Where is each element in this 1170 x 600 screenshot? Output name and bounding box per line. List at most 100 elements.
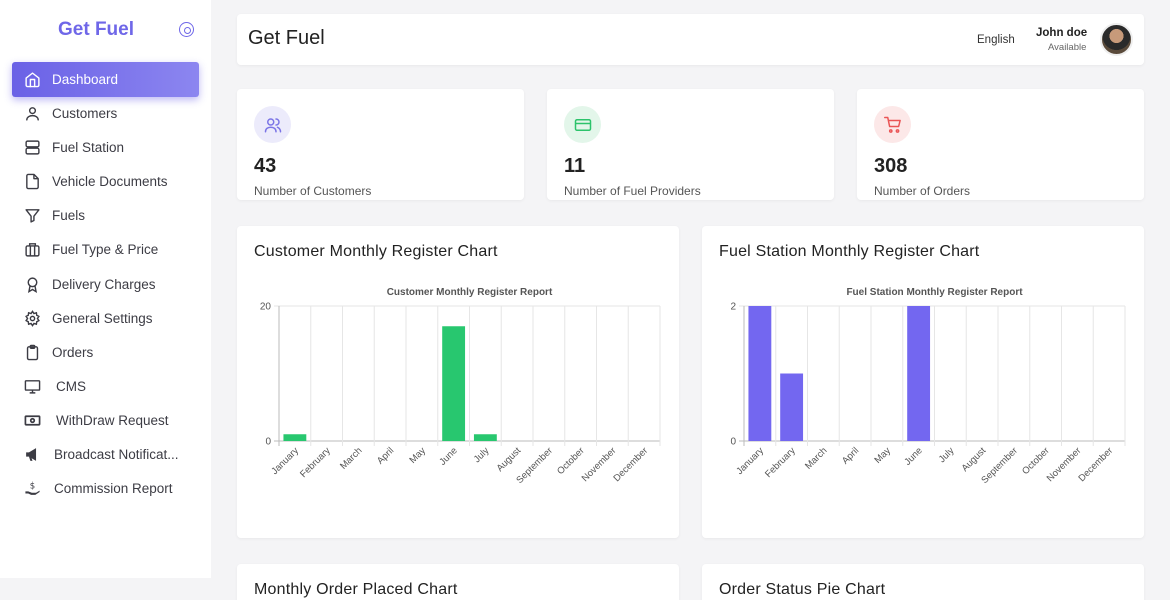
- sidebar-item-general-settings[interactable]: General Settings: [0, 301, 211, 335]
- sidebar-item-label: Fuel Station: [52, 140, 125, 156]
- filter-icon: [25, 209, 40, 223]
- x-tick-label: June: [437, 445, 459, 467]
- users-icon: [254, 106, 291, 143]
- file-icon: [26, 173, 39, 190]
- sidebar: Get Fuel Dashboard Customers Fuel Statio…: [0, 0, 211, 578]
- bar: [283, 434, 307, 441]
- cart-icon: [874, 106, 911, 143]
- card-title: Order Status Pie Chart: [719, 581, 886, 598]
- x-tick-label: August: [495, 445, 524, 474]
- sidebar-item-cms[interactable]: CMS: [0, 369, 211, 403]
- page-title: Get Fuel: [248, 27, 325, 49]
- sidebar-item-label: Delivery Charges: [52, 276, 156, 292]
- x-tick-label: June: [902, 445, 924, 467]
- user-status: Available: [1048, 42, 1087, 53]
- sidebar-item-commission-report[interactable]: $ Commission Report: [0, 471, 211, 505]
- customer-bar-chart: Customer Monthly Register Report 0 20 Janua…: [260, 287, 661, 486]
- sidebar-item-label: Orders: [52, 344, 94, 360]
- sidebar-item-customers[interactable]: Customers: [0, 96, 211, 130]
- customer-chart-card: Customer Monthly Register Chart Customer…: [237, 226, 679, 538]
- x-tick-label: May: [873, 445, 894, 466]
- chart-title: Customer Monthly Register Report: [387, 287, 553, 298]
- award-icon: [27, 276, 38, 293]
- sidebar-item-fuel-type-price[interactable]: Fuel Type & Price: [0, 232, 211, 266]
- y-tick-label: 20: [260, 302, 272, 313]
- sidebar-item-dashboard[interactable]: Dashboard: [0, 62, 211, 97]
- orders-chart-card: Monthly Order Placed Chart: [237, 564, 679, 600]
- y-tick-label: 0: [730, 437, 736, 448]
- sidebar-item-label: Commission Report: [54, 481, 173, 497]
- x-tick-label: April: [375, 445, 396, 466]
- sidebar-item-label: Customers: [52, 106, 118, 122]
- y-tick-label: 2: [730, 302, 736, 313]
- stat-card-orders: 308 Number of Orders: [857, 89, 1144, 200]
- gear-icon: [25, 309, 40, 327]
- x-tick-label: February: [763, 445, 798, 480]
- bar: [473, 434, 497, 441]
- sidebar-item-fuel-station[interactable]: Fuel Station: [0, 130, 211, 164]
- stat-card-customers: 43 Number of Customers: [237, 89, 524, 200]
- sidebar-item-broadcast[interactable]: Broadcast Notificat...: [0, 437, 211, 471]
- stat-caption: Number of Fuel Providers: [564, 184, 701, 198]
- home-icon: [25, 72, 40, 88]
- card-title: Customer Monthly Register Chart: [254, 243, 498, 260]
- sidebar-item-label: Fuel Type & Price: [52, 242, 159, 258]
- station-bar-chart: Fuel Station Monthly Register Report 0 2 Ja…: [730, 287, 1126, 486]
- bar: [748, 306, 772, 441]
- sidebar-item-fuels[interactable]: Fuels: [0, 198, 211, 232]
- sidebar-item-label: General Settings: [52, 310, 153, 326]
- sidebar-item-label: Vehicle Documents: [52, 174, 168, 190]
- user-name[interactable]: John doe: [1036, 27, 1088, 39]
- sidebar-item-orders[interactable]: Orders: [0, 335, 211, 369]
- sidebar-item-label: Fuels: [52, 208, 86, 224]
- active-indicator: [12, 62, 199, 97]
- card-title: Fuel Station Monthly Register Chart: [719, 243, 980, 260]
- megaphone-icon: [26, 448, 37, 461]
- bar: [442, 326, 466, 441]
- x-tick-label: February: [298, 445, 333, 480]
- sidebar-item-label: CMS: [56, 378, 86, 394]
- x-tick-label: May: [408, 445, 429, 466]
- sidebar-item-vehicle-documents[interactable]: Vehicle Documents: [0, 164, 211, 198]
- x-tick-label: December: [1076, 445, 1115, 484]
- x-tick-label: December: [611, 445, 650, 484]
- x-tick-label: January: [269, 445, 301, 477]
- user-icon: [26, 107, 39, 121]
- sidebar-item-label: Broadcast Notificat...: [54, 447, 179, 463]
- x-tick-label: April: [840, 445, 861, 466]
- chart-title: Fuel Station Monthly Register Report: [846, 287, 1023, 298]
- avatar[interactable]: [1100, 23, 1133, 56]
- sidebar-item-delivery-charges[interactable]: Delivery Charges: [0, 267, 211, 301]
- x-tick-label: March: [803, 445, 829, 471]
- x-tick-label: August: [960, 445, 989, 474]
- top-header: Get Fuel English John doe Available: [237, 14, 1144, 65]
- x-tick-label: March: [338, 445, 364, 471]
- stat-caption: Number of Orders: [874, 184, 971, 198]
- stat-card-fuel-providers: 11 Number of Fuel Providers: [547, 89, 834, 200]
- server-icon: [25, 140, 40, 155]
- brand-name: Get Fuel: [58, 19, 135, 40]
- stat-value: 11: [564, 155, 586, 177]
- money-icon: [24, 415, 41, 426]
- sidebar-item-label: WithDraw Request: [56, 412, 169, 428]
- sidebar-nav: Dashboard Customers Fuel Station Vehicle…: [0, 62, 211, 505]
- bar: [907, 306, 931, 441]
- status-pie-card: Order Status Pie Chart: [702, 564, 1144, 600]
- credit-card-icon: [564, 106, 601, 143]
- sidebar-toggle-icon[interactable]: [179, 22, 194, 37]
- x-tick-label: July: [937, 445, 957, 465]
- language-selector[interactable]: English: [977, 34, 1015, 46]
- monitor-icon: [24, 379, 41, 394]
- stat-value: 43: [254, 155, 277, 177]
- x-tick-label: January: [734, 445, 766, 477]
- station-chart-card: Fuel Station Monthly Register Chart Fuel…: [702, 226, 1144, 538]
- sidebar-item-label: Dashboard: [52, 72, 119, 87]
- briefcase-icon: [25, 243, 40, 258]
- clipboard-icon: [26, 344, 39, 361]
- svg-text:$: $: [30, 482, 35, 492]
- y-tick-label: 0: [265, 437, 271, 448]
- x-tick-label: October: [1020, 445, 1052, 477]
- hand-coin-icon: $: [25, 482, 40, 495]
- bar: [780, 373, 804, 441]
- sidebar-item-withdraw-request[interactable]: WithDraw Request: [0, 403, 211, 437]
